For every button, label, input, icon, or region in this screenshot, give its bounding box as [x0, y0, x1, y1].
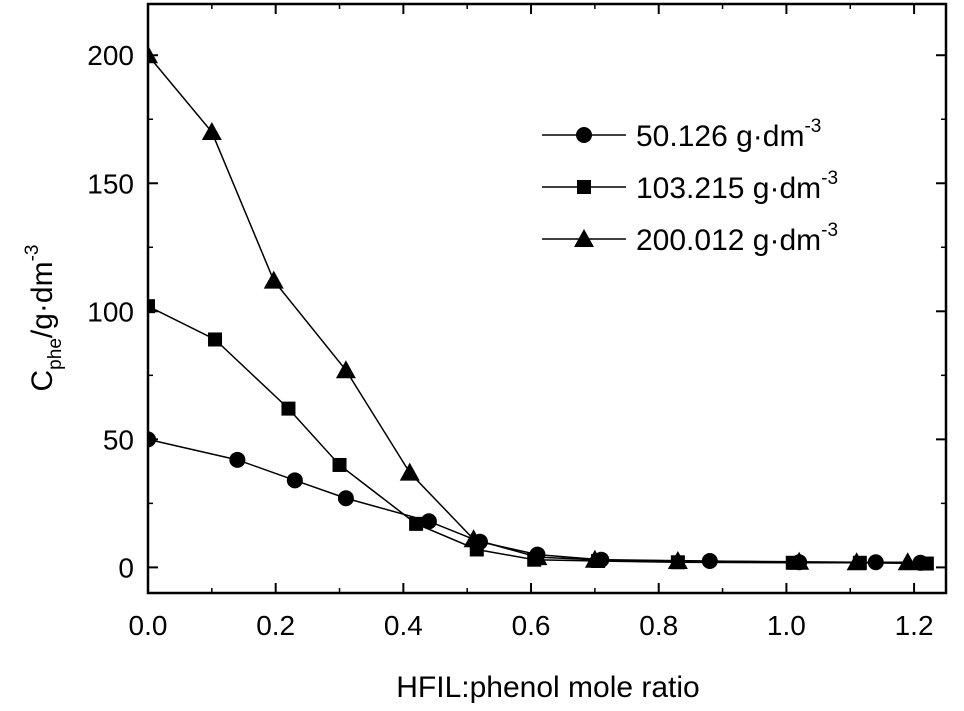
legend-label-sup: -3	[821, 168, 838, 189]
y-axis-title-main: C	[26, 370, 59, 392]
legend-label: 200.012 g·dm-3	[636, 220, 838, 257]
data-point	[897, 552, 918, 571]
y-tick-label: 50	[103, 424, 134, 455]
data-point	[335, 360, 356, 379]
data-point	[286, 472, 303, 489]
x-axis: 0.0 0.2 0.4 0.6 0.8 1.0 1.2	[129, 4, 934, 641]
x-tick-label: 0.0	[129, 610, 168, 641]
data-point	[846, 552, 867, 571]
legend-label-main: 200.012 g·dm	[636, 224, 821, 257]
legend-marker	[574, 229, 594, 247]
data-point	[584, 549, 605, 568]
y-tick-label: 100	[87, 296, 134, 327]
legend-label: 103.215 g·dm-3	[636, 168, 838, 205]
data-point	[789, 551, 810, 570]
data-point	[201, 122, 222, 141]
series-square	[147, 299, 934, 571]
data-point	[337, 490, 354, 507]
series-line	[147, 54, 908, 564]
y-axis-title-sub: phe	[45, 338, 66, 370]
y-axis-title: Cphe/g·dm-3	[22, 245, 66, 392]
data-point	[409, 516, 424, 531]
data-point	[919, 556, 934, 571]
data-point	[147, 431, 156, 448]
legend-marker	[576, 127, 592, 143]
x-tick-label: 1.0	[767, 610, 806, 641]
x-tick-label: 0.8	[639, 610, 678, 641]
legend-label-sup: -3	[821, 220, 838, 241]
data-point	[147, 45, 158, 64]
data-point	[208, 332, 223, 347]
data-point	[263, 270, 284, 289]
x-tick-label: 0.6	[512, 610, 551, 641]
series-layer	[147, 45, 934, 571]
y-tick-label: 150	[87, 168, 134, 199]
legend-label-main: 50.126 g·dm	[636, 120, 804, 153]
plot-border	[146, 2, 948, 595]
x-axis-title: HFIL:phenol mole ratio	[396, 671, 700, 704]
series-line	[147, 305, 927, 565]
data-point	[527, 547, 548, 566]
data-point	[420, 513, 437, 530]
data-point	[281, 401, 296, 416]
y-axis: 0 50 100 150 200	[87, 40, 946, 583]
data-point	[147, 299, 155, 314]
legend-label: 50.126 g·dm-3	[636, 116, 821, 153]
y-tick-label: 200	[87, 40, 134, 71]
data-point	[332, 457, 347, 472]
legend-label-main: 103.215 g·dm	[636, 172, 821, 205]
legend-marker	[577, 180, 591, 194]
x-tick-label: 0.2	[256, 610, 295, 641]
x-tick-label: 0.4	[384, 610, 423, 641]
data-point	[399, 462, 420, 481]
plot-frame	[146, 2, 948, 595]
y-axis-title-unit: /g·dm	[26, 261, 59, 338]
series-line	[147, 438, 921, 564]
data-point	[667, 550, 688, 569]
y-tick-label: 0	[118, 552, 134, 583]
y-axis-title-sup: -3	[22, 245, 43, 262]
legend-label-sup: -3	[804, 116, 821, 137]
x-tick-label: 1.2	[895, 610, 934, 641]
series-circle	[147, 431, 929, 571]
series-triangle	[147, 45, 918, 571]
legend-item: 200.012 g·dm-3	[542, 220, 838, 257]
data-point	[229, 451, 246, 468]
data-point	[463, 529, 484, 548]
legend-item: 50.126 g·dm-3	[542, 116, 821, 153]
legend-item: 103.215 g·dm-3	[542, 168, 838, 205]
